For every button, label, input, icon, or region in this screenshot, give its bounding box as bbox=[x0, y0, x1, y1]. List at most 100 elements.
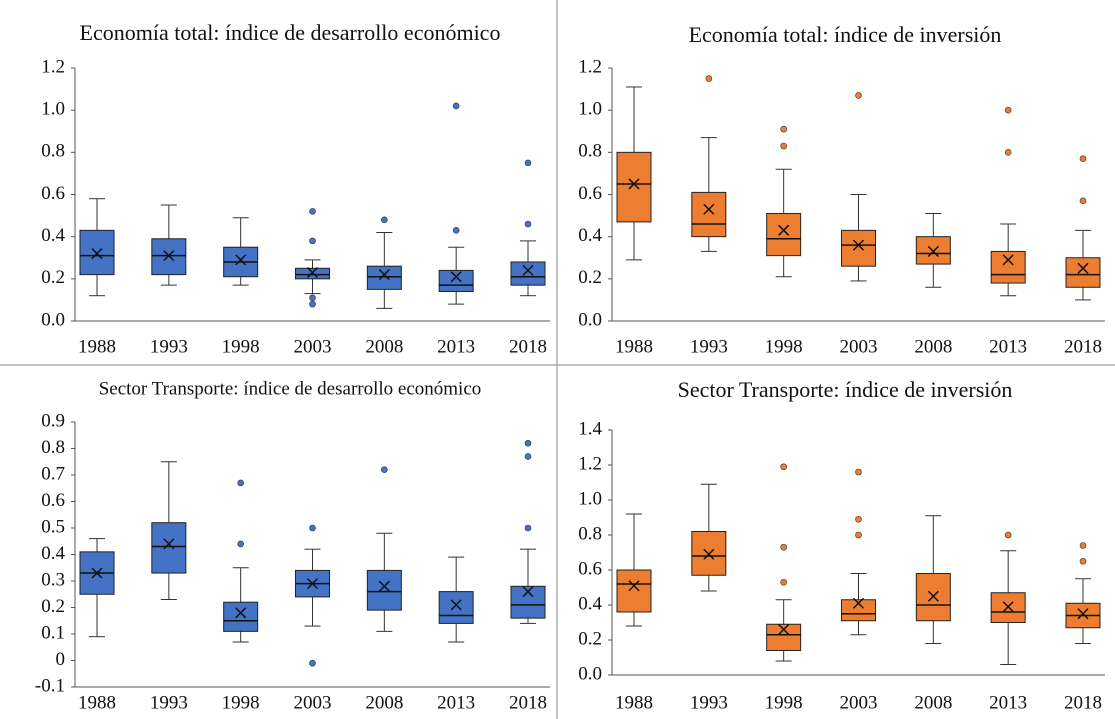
chart-title: Sector Transporte: índice de desarrollo … bbox=[99, 378, 482, 399]
outlier bbox=[780, 463, 787, 471]
y-tick-label: 0.4 bbox=[41, 225, 65, 246]
x-tick-label: 1998 bbox=[765, 336, 803, 357]
mean-marker bbox=[522, 586, 534, 598]
mean-marker bbox=[91, 567, 103, 579]
chart-title: Economía total: índice de inversión bbox=[689, 22, 1002, 47]
box bbox=[1065, 257, 1101, 288]
outlier bbox=[309, 294, 316, 302]
box bbox=[841, 229, 876, 267]
outlier bbox=[524, 220, 532, 228]
y-tick-label: 0.6 bbox=[41, 490, 65, 511]
y-tick-label: 1.0 bbox=[578, 99, 602, 120]
x-tick-label: 2013 bbox=[437, 692, 475, 713]
mean-marker bbox=[778, 224, 790, 236]
mean-marker bbox=[522, 264, 534, 276]
box bbox=[766, 623, 802, 651]
chart-title: Economía total: índice de desarrollo eco… bbox=[80, 20, 501, 45]
box bbox=[151, 522, 187, 574]
outlier bbox=[381, 466, 388, 474]
outlier bbox=[452, 102, 460, 110]
outlier bbox=[780, 125, 787, 133]
y-tick-label: 0.2 bbox=[578, 628, 602, 649]
outlier bbox=[1079, 155, 1087, 162]
x-tick-label: 2018 bbox=[509, 692, 547, 713]
x-tick-label: 2018 bbox=[509, 336, 547, 357]
box bbox=[616, 569, 652, 613]
outlier bbox=[237, 479, 244, 487]
box bbox=[510, 261, 546, 286]
x-tick-label: 2013 bbox=[437, 336, 475, 357]
x-tick-label: 2008 bbox=[914, 336, 952, 357]
y-tick-label: 0.0 bbox=[578, 309, 602, 330]
y-tick-label: 0.8 bbox=[578, 141, 602, 162]
y-tick-label: 0.4 bbox=[578, 593, 602, 614]
mean-marker bbox=[235, 607, 247, 619]
outlier bbox=[780, 578, 787, 586]
outlier bbox=[780, 543, 787, 551]
y-tick-label: 1.0 bbox=[578, 488, 602, 509]
outlier bbox=[524, 439, 532, 447]
outlier bbox=[855, 92, 862, 99]
y-tick-label: 1.2 bbox=[41, 56, 65, 77]
mean-marker bbox=[1002, 601, 1014, 613]
y-tick-label: 0.0 bbox=[578, 663, 602, 684]
y-tick-label: 0.6 bbox=[578, 558, 602, 579]
mean-marker bbox=[1077, 262, 1089, 274]
y-tick-label: 0.2 bbox=[41, 267, 65, 288]
box bbox=[691, 191, 727, 238]
y-tick-label: 0.6 bbox=[41, 183, 65, 204]
mean-marker bbox=[628, 178, 640, 190]
y-tick-label: 1.2 bbox=[578, 56, 602, 77]
y-tick-label: 0.1 bbox=[41, 622, 65, 643]
outlier bbox=[381, 216, 388, 224]
y-tick-label: 0.2 bbox=[41, 596, 65, 617]
x-tick-label: 2008 bbox=[365, 336, 403, 357]
x-tick-label: 2003 bbox=[294, 336, 332, 357]
x-tick-label: 2013 bbox=[989, 336, 1027, 357]
x-tick-label: 2008 bbox=[365, 692, 403, 713]
y-tick-label: 0.8 bbox=[578, 523, 602, 544]
mean-marker bbox=[628, 580, 640, 592]
mean-marker bbox=[1077, 608, 1089, 620]
mean-marker bbox=[703, 548, 715, 560]
mean-marker bbox=[927, 590, 939, 602]
outlier bbox=[309, 659, 316, 667]
box bbox=[223, 601, 259, 632]
mean-marker bbox=[450, 599, 462, 611]
box bbox=[766, 212, 802, 257]
outlier bbox=[309, 300, 316, 308]
mean-marker bbox=[852, 239, 865, 251]
x-tick-label: 1988 bbox=[615, 336, 653, 357]
y-tick-label: 1.4 bbox=[578, 418, 602, 439]
outlier bbox=[524, 453, 532, 460]
mean-marker bbox=[306, 578, 319, 590]
mean-marker bbox=[163, 538, 175, 550]
y-tick-label: 0.4 bbox=[578, 225, 602, 246]
x-tick-label: 1998 bbox=[222, 692, 260, 713]
box bbox=[990, 250, 1026, 284]
mean-marker bbox=[1002, 254, 1014, 266]
y-tick-label: 0 bbox=[56, 649, 66, 670]
box bbox=[366, 265, 402, 290]
outlier bbox=[855, 515, 862, 523]
mean-marker bbox=[306, 266, 319, 279]
x-tick-label: 2003 bbox=[840, 336, 878, 357]
y-tick-label: 1.2 bbox=[578, 453, 602, 474]
y-tick-label: 0.0 bbox=[41, 309, 65, 330]
x-tick-label: 1988 bbox=[78, 336, 116, 357]
y-tick-label: 1.0 bbox=[41, 99, 65, 120]
mean-marker bbox=[378, 269, 390, 281]
outlier bbox=[309, 524, 316, 532]
box bbox=[366, 569, 402, 611]
y-tick-label: 0.7 bbox=[41, 463, 65, 484]
outlier bbox=[855, 468, 862, 476]
mean-marker bbox=[378, 580, 390, 592]
outlier bbox=[1079, 197, 1087, 205]
x-tick-label: 2013 bbox=[989, 692, 1027, 713]
outlier bbox=[1004, 149, 1012, 156]
box bbox=[438, 591, 474, 624]
outlier bbox=[309, 208, 316, 215]
x-tick-label: 2018 bbox=[1064, 336, 1102, 357]
x-tick-label: 1998 bbox=[222, 336, 260, 357]
outlier bbox=[780, 142, 787, 150]
